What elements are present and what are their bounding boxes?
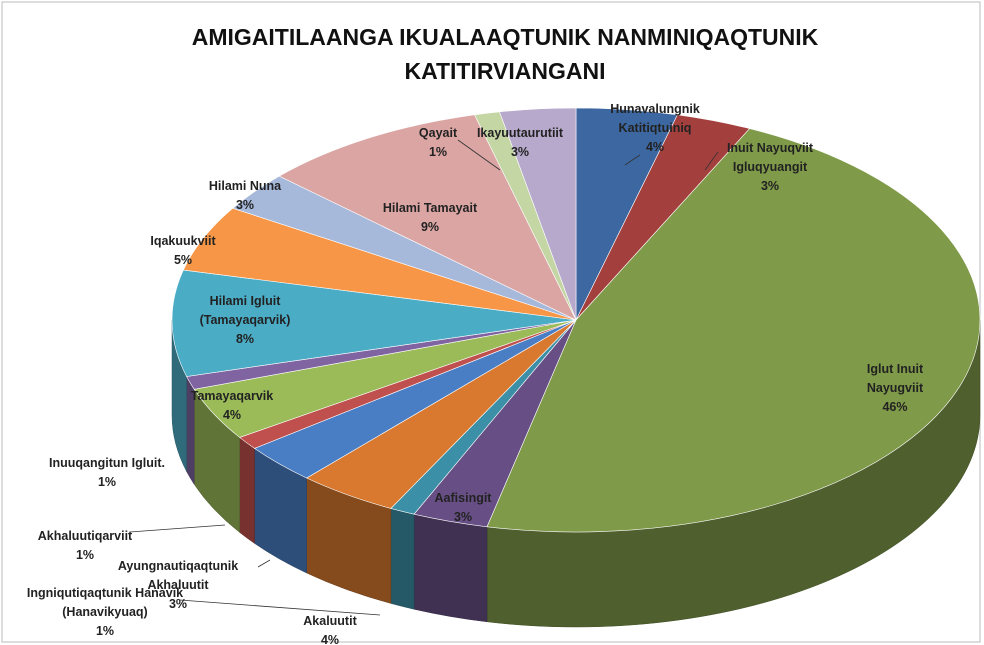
value-label: 3% bbox=[168, 597, 188, 611]
value-label: 1% bbox=[97, 475, 117, 489]
leader-line bbox=[704, 151, 719, 171]
slice-label: Akhaluutiqarviit bbox=[37, 529, 133, 543]
value-label: 9% bbox=[420, 220, 440, 234]
leader-line bbox=[624, 154, 641, 166]
slice-label: Akaluutit bbox=[303, 614, 357, 628]
slice-label: Inuit Nayuqviit Igluqyuangit bbox=[726, 141, 814, 174]
slice-label: Ingniqutiqaqtunik Hanavik (Hanavikyuaq) bbox=[26, 586, 184, 619]
slice bbox=[278, 114, 577, 321]
leader-line bbox=[179, 599, 381, 616]
leader-line bbox=[457, 139, 501, 171]
slice bbox=[486, 128, 981, 533]
value-label: 4% bbox=[320, 633, 340, 645]
slice-label: Inuuqangitun Igluit. bbox=[49, 456, 165, 470]
slice-side bbox=[390, 508, 415, 610]
value-label: 5% bbox=[173, 253, 193, 267]
value-label: 46% bbox=[882, 400, 908, 414]
value-label: 1% bbox=[95, 624, 115, 638]
slice-label: Aafisingit bbox=[434, 491, 492, 505]
slice-label: Iglut Inuit Nayugviit bbox=[866, 362, 924, 395]
value-label: 3% bbox=[760, 179, 780, 193]
slice bbox=[171, 269, 577, 377]
value-label: 3% bbox=[510, 145, 530, 159]
chart-title: AMIGAITILAANGA IKUALAAQTUNIK NANMINIQAQT… bbox=[191, 24, 819, 84]
slice-label: Ikayuutaurutiit bbox=[476, 126, 564, 140]
slice bbox=[499, 107, 577, 321]
slice-label: Qayait bbox=[418, 126, 458, 140]
value-label: 1% bbox=[428, 145, 448, 159]
leader-line bbox=[257, 559, 271, 568]
slice-label: Hilami Tamayait bbox=[382, 201, 478, 215]
slice-side bbox=[239, 436, 255, 544]
value-label: 8% bbox=[235, 332, 255, 346]
slice-label: Tamayaqarvik bbox=[190, 389, 274, 403]
value-label: 1% bbox=[75, 548, 95, 562]
value-label: 4% bbox=[645, 140, 665, 154]
slice-label: Hunavalungnik Katitiqtuiniq bbox=[610, 102, 700, 135]
slice-label: Hilami Nuna bbox=[208, 179, 282, 193]
leader-line bbox=[129, 524, 226, 533]
value-label: 4% bbox=[222, 408, 242, 422]
value-label: 3% bbox=[453, 510, 473, 524]
slice-label: Iqakuukviit bbox=[150, 234, 216, 248]
slice-label: Ayungnautiqaqtunik Akhaluutit bbox=[117, 559, 239, 592]
slice-label: Hilami Igluit (Tamayaqarvik) bbox=[199, 294, 291, 327]
slice-side bbox=[413, 513, 488, 623]
value-label: 3% bbox=[235, 198, 255, 212]
